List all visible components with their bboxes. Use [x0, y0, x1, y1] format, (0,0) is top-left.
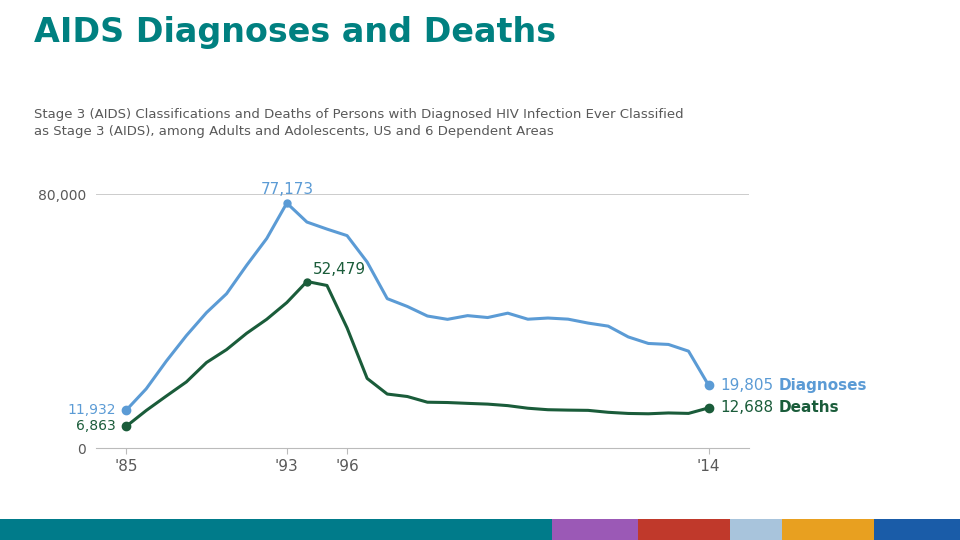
Text: 77,173: 77,173 [260, 183, 313, 197]
Text: 11,932: 11,932 [67, 403, 116, 417]
Text: 19,805: 19,805 [721, 378, 774, 393]
Text: Deaths: Deaths [779, 400, 840, 415]
Text: Diagnoses: Diagnoses [779, 378, 868, 393]
Text: 52,479: 52,479 [313, 262, 366, 276]
Text: 6,863: 6,863 [77, 420, 116, 434]
Text: 12,688: 12,688 [721, 400, 774, 415]
Text: AIDS Diagnoses and Deaths: AIDS Diagnoses and Deaths [34, 16, 556, 49]
Text: Stage 3 (AIDS) Classifications and Deaths of Persons with Diagnosed HIV Infectio: Stage 3 (AIDS) Classifications and Death… [34, 108, 684, 138]
